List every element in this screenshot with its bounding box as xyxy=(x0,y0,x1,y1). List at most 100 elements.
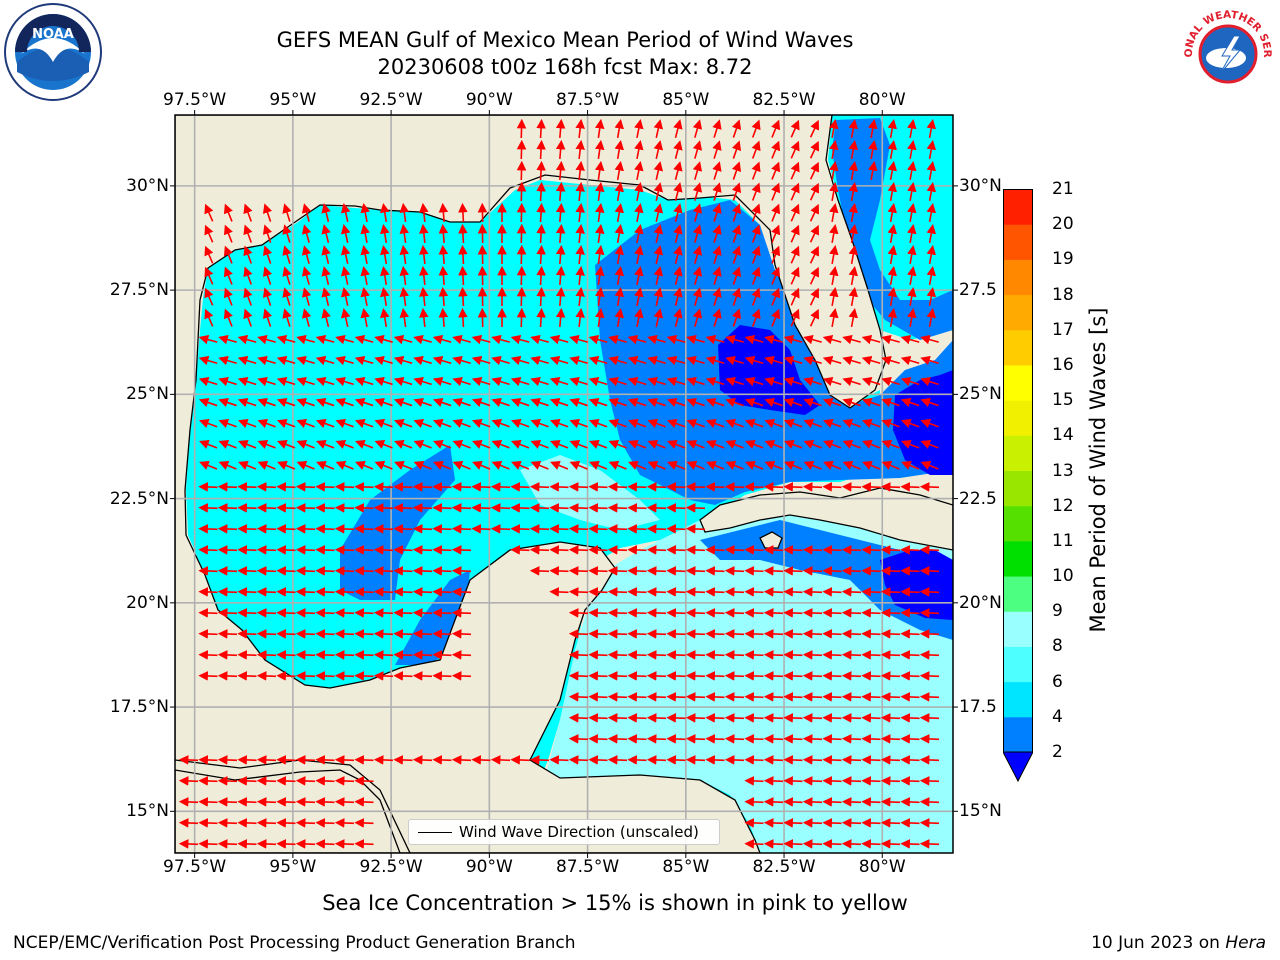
direction-arrow xyxy=(887,202,898,223)
direction-arrow xyxy=(295,797,316,807)
direction-arrow xyxy=(646,482,667,492)
direction-arrow xyxy=(887,118,898,139)
direction-arrow xyxy=(887,265,898,286)
direction-arrow xyxy=(607,713,628,723)
lat-tick-label-left: 22.5°N xyxy=(109,488,169,509)
direction-arrow xyxy=(751,140,761,159)
direction-arrow xyxy=(438,265,449,286)
direction-arrow xyxy=(354,503,374,513)
colorbar-segment xyxy=(1003,294,1033,331)
direction-arrow xyxy=(607,734,628,744)
direction-arrow xyxy=(295,587,316,597)
direction-arrow xyxy=(393,334,413,345)
direction-arrow xyxy=(653,245,664,264)
direction-arrow xyxy=(673,266,683,285)
direction-arrow xyxy=(920,439,939,449)
direction-arrow xyxy=(829,139,839,160)
direction-arrow xyxy=(399,307,410,328)
colorbar-segment xyxy=(1003,576,1033,612)
direction-arrow xyxy=(256,566,277,576)
direction-arrow xyxy=(393,755,413,765)
direction-arrow xyxy=(614,244,624,265)
direction-arrow xyxy=(803,355,822,366)
direction-arrow xyxy=(673,182,683,201)
direction-arrow xyxy=(861,797,881,807)
direction-arrow xyxy=(588,650,608,660)
direction-arrow xyxy=(880,566,901,576)
direction-arrow xyxy=(432,482,452,492)
direction-arrow xyxy=(354,566,374,576)
direction-arrow xyxy=(217,587,238,597)
direction-arrow xyxy=(771,224,781,243)
direction-arrow xyxy=(822,566,842,576)
direction-arrow xyxy=(243,245,253,264)
direction-arrow xyxy=(223,266,233,285)
direction-arrow xyxy=(295,482,316,492)
direction-arrow xyxy=(373,524,394,534)
lat-tick-label-right: 22.5 xyxy=(959,488,997,509)
direction-arrow xyxy=(256,482,277,492)
direction-arrow xyxy=(685,587,706,597)
lon-tick-label: 87.5°W xyxy=(555,90,620,110)
direction-arrow xyxy=(841,713,862,723)
direction-arrow xyxy=(822,545,842,555)
direction-arrow xyxy=(783,755,803,765)
direction-arrow xyxy=(900,776,920,786)
direction-arrow xyxy=(276,797,296,807)
direction-arrow xyxy=(354,650,374,660)
direction-arrow xyxy=(763,818,784,828)
direction-arrow xyxy=(673,308,683,327)
direction-arrow xyxy=(412,650,433,660)
direction-arrow xyxy=(887,307,898,328)
direction-arrow xyxy=(705,692,725,702)
direction-arrow xyxy=(712,224,722,243)
direction-arrow xyxy=(705,608,725,618)
direction-arrow xyxy=(491,397,510,408)
direction-arrow xyxy=(712,266,722,285)
direction-arrow xyxy=(841,608,862,618)
direction-arrow xyxy=(802,734,823,744)
direction-arrow xyxy=(568,671,589,681)
direction-arrow xyxy=(627,355,647,366)
direction-arrow xyxy=(712,140,722,159)
direction-arrow xyxy=(686,439,705,449)
direction-arrow xyxy=(217,755,238,765)
direction-arrow xyxy=(771,245,781,264)
direction-arrow xyxy=(783,734,803,744)
direction-arrow xyxy=(646,629,667,639)
direction-arrow xyxy=(295,608,316,618)
direction-arrow xyxy=(262,287,273,306)
direction-arrow xyxy=(413,460,432,470)
direction-arrow xyxy=(783,671,803,681)
direction-arrow xyxy=(237,482,257,492)
direction-arrow xyxy=(315,629,335,639)
direction-arrow xyxy=(647,376,666,387)
direction-arrow xyxy=(256,587,277,597)
direction-arrow xyxy=(724,545,745,555)
direction-arrow xyxy=(438,244,449,265)
direction-arrow xyxy=(569,334,588,345)
direction-arrow xyxy=(276,650,296,660)
direction-arrow xyxy=(784,460,803,470)
direction-arrow xyxy=(880,818,901,828)
direction-arrow xyxy=(217,629,238,639)
direction-arrow xyxy=(692,287,703,306)
direction-arrow xyxy=(829,307,839,328)
direction-arrow xyxy=(608,439,627,449)
direction-arrow xyxy=(529,755,550,765)
direction-arrow xyxy=(790,161,800,180)
direction-arrow xyxy=(458,265,468,286)
direction-arrow xyxy=(802,587,823,597)
direction-arrow xyxy=(763,482,784,492)
direction-arrow xyxy=(771,266,781,285)
lat-tick-label-left: 25°N xyxy=(126,384,169,405)
direction-arrow xyxy=(315,776,335,786)
direction-arrow xyxy=(276,397,296,408)
direction-arrow xyxy=(724,587,745,597)
direction-arrow xyxy=(198,839,218,849)
direction-arrow xyxy=(900,797,920,807)
direction-arrow xyxy=(724,608,745,618)
direction-arrow xyxy=(354,797,374,807)
colorbar-segment xyxy=(1003,364,1033,401)
direction-arrow xyxy=(575,139,585,160)
